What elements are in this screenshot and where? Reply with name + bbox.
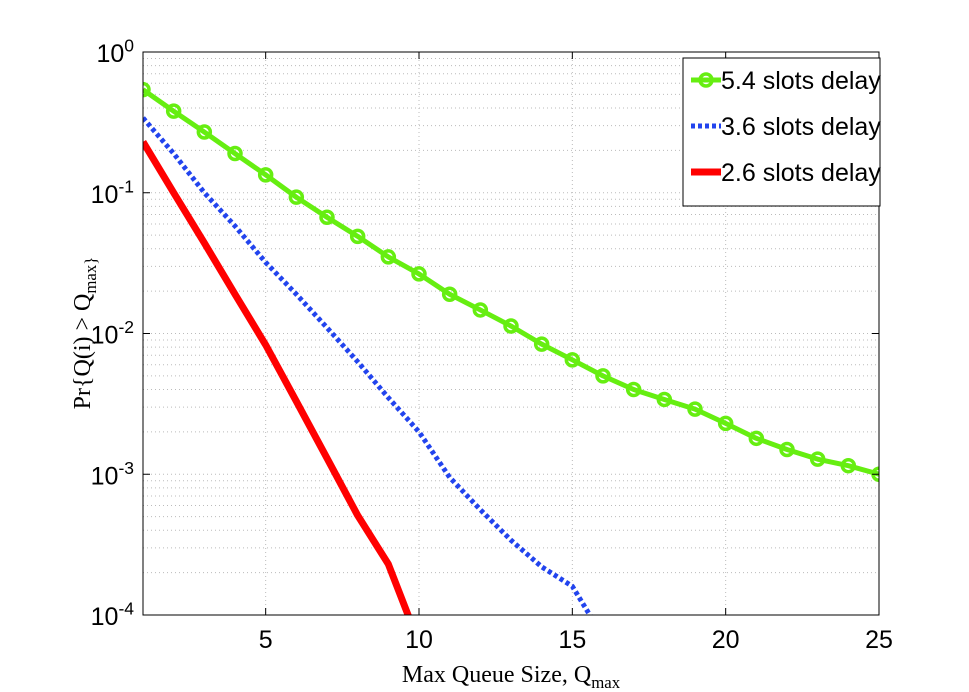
data-point [472, 302, 489, 318]
legend-label: 3.6 slots delay [721, 113, 881, 141]
legend-marker [698, 72, 714, 88]
data-point [257, 167, 274, 183]
data-point [288, 189, 305, 205]
legend-label: 5.4 slots delay [721, 67, 881, 95]
data-point [533, 336, 550, 352]
series-line [143, 140, 412, 615]
data-point [717, 415, 734, 432]
x-tick-label: 15 [558, 626, 586, 654]
data-point [380, 249, 397, 265]
x-tick-label: 20 [712, 626, 740, 654]
data-point [748, 430, 765, 447]
series-line [143, 87, 879, 477]
data-point [625, 381, 642, 398]
legend-box [682, 57, 881, 207]
x-tick-label: 10 [405, 626, 433, 654]
data-point [809, 451, 826, 467]
y-axis-label: Pr{Q(i) > Qmax} [70, 257, 100, 410]
data-point [143, 81, 151, 98]
x-axis-label: Max Queue Size, Qmax [402, 662, 621, 692]
y-tick-label: 10-1 [91, 176, 134, 209]
y-tick-label: 10-3 [91, 458, 134, 491]
data-point [779, 441, 795, 458]
data-point [503, 318, 519, 334]
series-line [143, 116, 593, 615]
data-point [227, 145, 243, 162]
y-tick-label: 10-4 [91, 599, 135, 632]
legend-label: 2.6 slots delay [721, 159, 881, 187]
data-point [441, 286, 458, 303]
data-point [165, 103, 182, 119]
data-point [595, 368, 611, 384]
y-tick-label: 10-2 [91, 317, 134, 350]
data-point [840, 457, 857, 474]
data-point [349, 228, 366, 245]
data-point [411, 266, 427, 282]
x-tick-label: 5 [259, 626, 273, 654]
y-tick-label: 100 [96, 36, 134, 69]
data-point [656, 391, 673, 408]
data-point [564, 352, 581, 368]
data-point [196, 124, 213, 140]
data-point [319, 209, 335, 225]
series-layer [143, 81, 879, 615]
data-point [687, 401, 703, 417]
x-tick-label: 25 [865, 626, 893, 654]
